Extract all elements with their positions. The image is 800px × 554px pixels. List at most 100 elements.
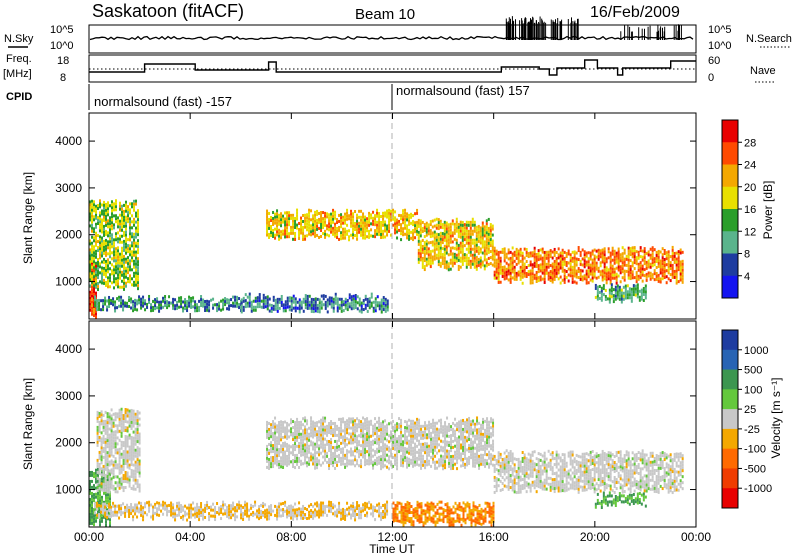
echo-cell: [531, 266, 534, 270]
echo-cell: [123, 242, 125, 246]
echo-cell: [469, 238, 472, 242]
echo-cell: [204, 305, 207, 309]
echo-cell: [543, 259, 546, 263]
echo-cell: [294, 460, 297, 464]
echo-cell: [493, 246, 496, 250]
echo-cell: [653, 260, 656, 264]
echo-cell: [218, 506, 221, 510]
echo-cell: [116, 430, 119, 434]
echo-cell: [563, 277, 566, 281]
echo-cell: [404, 217, 407, 221]
echo-cell: [505, 273, 508, 277]
echo-cell: [495, 264, 498, 268]
echo-cell: [128, 454, 131, 458]
echo-cell: [196, 505, 199, 509]
echo-cell: [342, 303, 345, 307]
echo-cell: [575, 260, 578, 264]
echo-cell: [288, 513, 291, 517]
echo-cell: [89, 488, 91, 492]
echo-cell: [294, 433, 297, 437]
echo-cell: [100, 416, 103, 420]
echo-cell: [491, 239, 494, 243]
echo-cell: [118, 504, 121, 508]
echo-cell: [340, 309, 343, 313]
echo-cell: [320, 222, 323, 226]
echo-cell: [290, 305, 293, 309]
echo-cell: [138, 462, 141, 466]
echo-cell: [631, 264, 634, 268]
echo-cell: [378, 455, 381, 459]
echo-cell: [356, 507, 359, 511]
echo-cell: [342, 300, 345, 304]
echo-cell: [571, 271, 574, 275]
echo-cell: [95, 264, 97, 268]
echo-cell: [515, 247, 518, 251]
echo-cell: [380, 226, 383, 230]
echo-cell: [132, 430, 135, 434]
echo-cell: [138, 295, 141, 299]
echo-cell: [288, 305, 291, 309]
echo-cell: [595, 249, 598, 253]
echo-cell: [296, 429, 299, 433]
echo-cell: [312, 423, 315, 427]
echo-cell: [135, 259, 137, 263]
echo-cell: [318, 432, 321, 436]
echo-cell: [109, 231, 111, 235]
echo-cell: [547, 253, 550, 257]
echo-cell: [352, 423, 355, 427]
echo-cell: [320, 427, 323, 431]
echo-cell: [296, 423, 299, 427]
echo-cell: [630, 299, 633, 303]
echo-cell: [122, 450, 125, 454]
echo-cell: [423, 259, 426, 263]
echo-cell: [569, 259, 572, 263]
echo-cell: [192, 299, 195, 303]
echo-cell: [483, 246, 486, 250]
echo-cell: [318, 226, 321, 230]
echo-cell: [593, 272, 596, 276]
echo-cell: [110, 298, 113, 302]
echo-cell: [419, 240, 422, 244]
echo-cell: [292, 213, 295, 217]
echo-cell: [137, 221, 139, 225]
echo-cell: [274, 452, 277, 456]
echo-cell: [91, 274, 93, 278]
echo-cell: [188, 506, 191, 510]
echo-cell: [134, 509, 137, 513]
echo-cell: [135, 214, 137, 218]
echo-cell: [98, 468, 101, 472]
echo-cell: [296, 214, 299, 218]
echo-cell: [220, 517, 223, 521]
echo-cell: [93, 523, 95, 527]
echo-cell: [473, 220, 476, 224]
echo-cell: [623, 251, 626, 255]
echo-cell: [384, 220, 387, 224]
echo-cell: [334, 510, 337, 514]
echo-cell: [533, 246, 536, 250]
echo-cell: [246, 295, 249, 299]
echo-cell: [98, 471, 101, 475]
echo-cell: [98, 453, 101, 457]
echo-cell: [282, 306, 285, 310]
echo-cell: [112, 303, 115, 307]
echo-cell: [224, 303, 227, 307]
echo-cell: [423, 247, 426, 251]
echo-cell: [115, 277, 117, 281]
echo-cell: [447, 229, 450, 233]
echo-cell: [116, 427, 119, 431]
echo-cell: [423, 265, 426, 269]
echo-cell: [350, 420, 353, 424]
echo-cell: [447, 262, 450, 266]
echo-cell: [93, 517, 95, 521]
echo-cell: [661, 253, 664, 257]
echo-cell: [266, 426, 269, 430]
echo-cell: [449, 225, 452, 229]
echo-cell: [665, 254, 668, 258]
echo-cell: [539, 248, 542, 252]
echo-cell: [130, 509, 133, 513]
echo-cell: [128, 445, 131, 449]
echo-cell: [125, 260, 127, 264]
echo-cell: [240, 504, 243, 508]
echo-cell: [234, 518, 237, 522]
echo-cell: [117, 282, 119, 286]
